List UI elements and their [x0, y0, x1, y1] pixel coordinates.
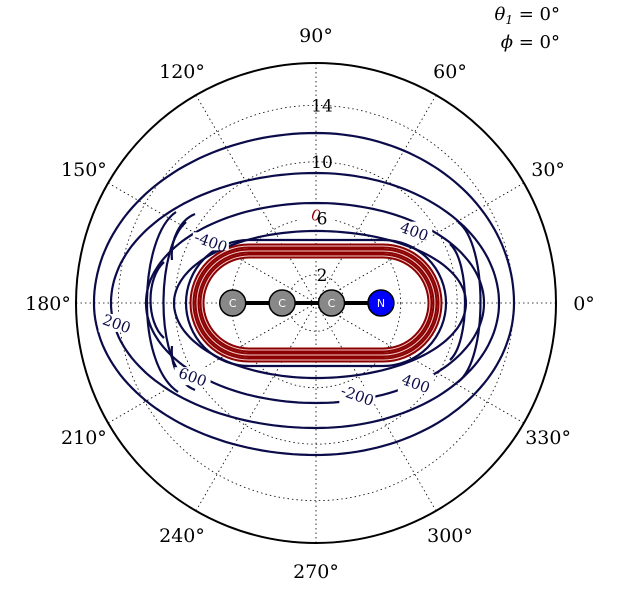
- contour-line: [109, 171, 501, 430]
- contour-line: [457, 221, 482, 383]
- angle-tick-label: 240°: [159, 525, 205, 547]
- angle-tick-label: 270°: [293, 561, 339, 583]
- contour-label-bg: [192, 232, 229, 251]
- atom-label: C: [278, 297, 286, 310]
- atom-label: N: [377, 297, 385, 310]
- contour-line: [172, 229, 468, 380]
- angle-tick-label: 30°: [531, 159, 565, 181]
- atom: [317, 289, 346, 317]
- contour-label-bg: [174, 367, 211, 386]
- contour-line: [449, 243, 467, 361]
- angle-tick-label: 120°: [159, 61, 205, 83]
- contour-line: [145, 211, 179, 393]
- contour-label-bg: [397, 373, 434, 392]
- atom: [218, 289, 247, 317]
- theta-annotation: θ1 = 0°: [495, 4, 560, 27]
- contour-line: [170, 212, 196, 261]
- contour-line: [92, 131, 516, 457]
- contour-line-highlight: [196, 250, 436, 356]
- atom-label: C: [229, 297, 237, 310]
- radial-tick-label: 6: [317, 209, 328, 229]
- atom: [367, 289, 395, 317]
- atom: [268, 289, 296, 317]
- angle-tick-label: 0°: [573, 293, 595, 315]
- angle-tick-label: 180°: [25, 293, 71, 315]
- angle-tick-label: 150°: [61, 159, 107, 181]
- radial-gridline: [174, 161, 458, 445]
- angle-tick-label: 330°: [525, 427, 571, 449]
- angle-tick-label: 60°: [433, 61, 467, 83]
- radial-tick-label: 14: [311, 96, 333, 116]
- contour-line-highlight: [191, 245, 441, 361]
- contour-lines: [92, 131, 516, 457]
- atom-label: C: [328, 297, 336, 310]
- angle-tick-label: 210°: [61, 427, 107, 449]
- contour-label-bg: [98, 313, 135, 332]
- angle-tick-label: 300°: [427, 525, 473, 547]
- radial-tick-label: 2: [317, 266, 328, 286]
- contour-line: [149, 261, 165, 339]
- contour-line: [184, 238, 448, 368]
- contour-line-highlight: [201, 255, 431, 351]
- radial-tick-label: 10: [311, 153, 333, 173]
- angle-tick-label: 90°: [299, 25, 333, 47]
- phi-annotation: ϕ = 0°: [501, 32, 560, 53]
- contour-label-bg: [339, 385, 376, 404]
- angular-gridline: [107, 302, 317, 424]
- contour-label-bg: [396, 221, 433, 240]
- contour-label-bg: [298, 205, 334, 224]
